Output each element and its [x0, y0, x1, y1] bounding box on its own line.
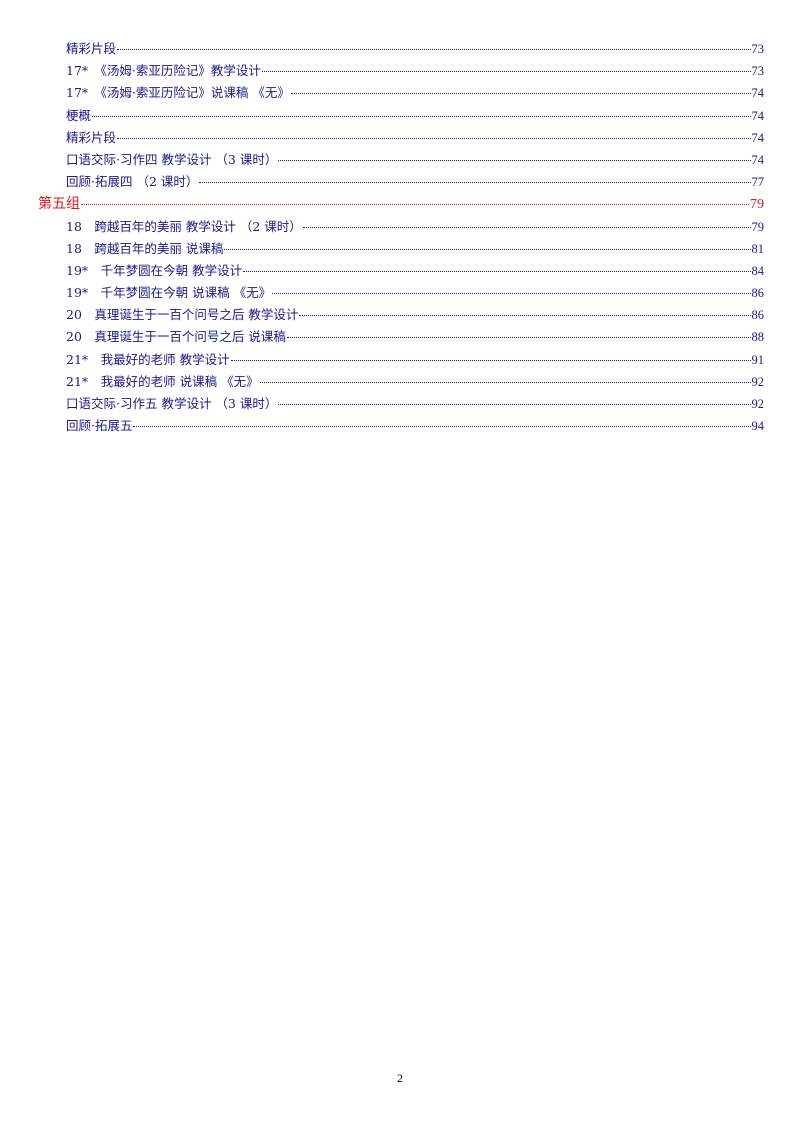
toc-entry-page: 81 — [751, 241, 765, 256]
toc-entry-title: 精彩片段 — [66, 129, 117, 145]
toc-entry-page: 88 — [751, 330, 765, 345]
dot-leader — [133, 426, 751, 428]
toc-entry-title: 18 跨越百年的美丽 教学设计 （2 课时） — [66, 218, 302, 234]
toc-entry-page: 92 — [751, 374, 765, 389]
toc-entry[interactable]: 21* 我最好的老师 说课稿 《无》 92 — [38, 371, 764, 393]
dot-leader — [286, 337, 751, 339]
toc-entry[interactable]: 18 跨越百年的美丽 说课稿 81 — [38, 238, 764, 260]
toc-entry-title: 18 跨越百年的美丽 说课稿 — [66, 240, 224, 256]
dot-leader — [278, 159, 751, 161]
toc-entry-page: 86 — [751, 308, 765, 323]
toc-entry[interactable]: 回顾·拓展五 94 — [38, 415, 764, 437]
toc-entry[interactable]: 18 跨越百年的美丽 教学设计 （2 课时） 79 — [38, 216, 764, 238]
toc-entry-page: 77 — [751, 175, 765, 190]
toc-entry[interactable]: 19* 千年梦圆在今朝 教学设计 84 — [38, 260, 764, 282]
table-of-contents: 精彩片段 73 17* 《汤姆·索亚历险记》教学设计 73 17* 《汤姆·索亚… — [38, 38, 764, 437]
toc-entry-page: 74 — [751, 130, 765, 145]
toc-entry[interactable]: 21* 我最好的老师 教学设计 91 — [38, 349, 764, 371]
toc-entry[interactable]: 回顾·拓展四 （2 课时） 77 — [38, 171, 764, 193]
dot-leader — [117, 137, 751, 139]
toc-entry[interactable]: 20 真理诞生于一百个问号之后 说课稿 88 — [38, 326, 764, 348]
dot-leader — [224, 248, 751, 250]
dot-leader — [278, 404, 751, 405]
toc-entry-title: 回顾·拓展四 （2 课时） — [66, 174, 199, 190]
toc-entry-title: 口语交际·习作五 教学设计 （3 课时） — [66, 396, 278, 411]
toc-entry-title: 精彩片段 — [66, 41, 117, 56]
toc-entry[interactable]: 口语交际·习作五 教学设计 （3 课时） 92 — [38, 393, 764, 415]
dot-leader — [243, 270, 751, 272]
page-number: 2 — [397, 1071, 403, 1085]
toc-entry-page: 73 — [751, 42, 765, 56]
toc-entry-title: 19* 千年梦圆在今朝 教学设计 — [66, 262, 243, 278]
toc-entry-page: 91 — [751, 352, 765, 367]
toc-entry-page: 79 — [751, 219, 765, 234]
toc-entry[interactable]: 17* 《汤姆·索亚历险记》说课稿 《无》 74 — [38, 82, 764, 104]
toc-entry-page: 86 — [751, 286, 765, 301]
toc-entry[interactable]: 精彩片段 74 — [38, 127, 764, 149]
toc-entry-title: 第五组 — [38, 196, 80, 213]
toc-entry-page: 92 — [751, 397, 765, 411]
dot-leader — [259, 381, 751, 383]
toc-entry-title: 21* 我最好的老师 教学设计 — [66, 351, 230, 367]
toc-entry-page: 74 — [751, 108, 765, 123]
dot-leader — [92, 115, 751, 117]
dot-leader — [272, 293, 751, 295]
toc-entry-title: 19* 千年梦圆在今朝 说课稿 《无》 — [66, 285, 272, 301]
toc-entry-page: 94 — [751, 419, 765, 434]
toc-entry[interactable]: 口语交际·习作四 教学设计 （3 课时） 74 — [38, 149, 764, 171]
toc-entry[interactable]: 梗概 74 — [38, 105, 764, 127]
toc-entry-title: 17* 《汤姆·索亚历险记》教学设计 — [66, 63, 261, 79]
toc-entry-page: 73 — [751, 64, 765, 79]
toc-group-heading[interactable]: 第五组 79 — [38, 193, 764, 215]
toc-entry-title: 口语交际·习作四 教学设计 （3 课时） — [66, 151, 278, 167]
toc-entry-page: 79 — [750, 197, 764, 213]
toc-entry[interactable]: 17* 《汤姆·索亚历险记》教学设计 73 — [38, 60, 764, 82]
dot-leader — [199, 182, 751, 184]
toc-entry[interactable]: 19* 千年梦圆在今朝 说课稿 《无》 86 — [38, 282, 764, 304]
dot-leader — [117, 49, 751, 50]
toc-entry[interactable]: 精彩片段 73 — [38, 38, 764, 60]
dot-leader — [261, 71, 751, 73]
toc-entry[interactable]: 20 真理诞生于一百个问号之后 教学设计 86 — [38, 304, 764, 326]
toc-entry-title: 17* 《汤姆·索亚历险记》说课稿 《无》 — [66, 85, 290, 101]
toc-entry-page: 74 — [751, 86, 765, 101]
dot-leader — [302, 226, 751, 228]
dot-leader — [290, 93, 751, 95]
toc-entry-title: 回顾·拓展五 — [66, 418, 133, 434]
toc-entry-title: 梗概 — [66, 107, 92, 123]
toc-entry-title: 21* 我最好的老师 说课稿 《无》 — [66, 373, 259, 389]
toc-entry-page: 74 — [751, 152, 765, 167]
dot-leader — [81, 204, 749, 206]
toc-entry-title: 20 真理诞生于一百个问号之后 教学设计 — [66, 307, 299, 323]
toc-entry-title: 20 真理诞生于一百个问号之后 说课稿 — [66, 329, 286, 345]
dot-leader — [299, 315, 751, 317]
dot-leader — [230, 359, 751, 361]
toc-entry-page: 84 — [751, 263, 765, 278]
